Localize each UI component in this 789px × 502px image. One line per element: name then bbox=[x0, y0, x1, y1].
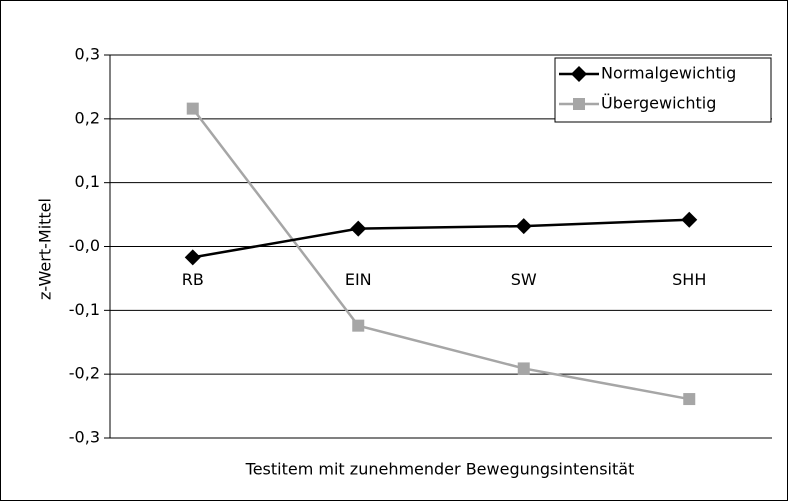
point bbox=[184, 249, 201, 266]
point bbox=[517, 362, 530, 375]
x-tick-label: EIN bbox=[345, 270, 372, 289]
point bbox=[681, 211, 698, 228]
point bbox=[350, 220, 367, 237]
y-tick-label: 0,3 bbox=[75, 45, 100, 64]
x-tick-label: SHH bbox=[672, 270, 706, 289]
legend-marker bbox=[571, 66, 587, 82]
y-axis-label: z-Wert-Mittel bbox=[36, 198, 55, 300]
x-axis-label: Testitem mit zunehmender Bewegungsintens… bbox=[245, 460, 635, 479]
series-line bbox=[191, 107, 690, 401]
legend-label: Übergewichtig bbox=[601, 94, 716, 113]
y-tick-label: 0,1 bbox=[75, 172, 100, 191]
y-tick-label: -0,1 bbox=[69, 300, 100, 319]
legend-box bbox=[554, 57, 772, 123]
point bbox=[352, 319, 365, 332]
y-tick-label: -0,2 bbox=[69, 364, 100, 383]
series-line bbox=[192, 218, 690, 259]
point bbox=[186, 102, 199, 115]
x-tick-label: RB bbox=[182, 270, 204, 289]
y-tick-label: -0,0 bbox=[69, 236, 100, 255]
x-tick-label: SW bbox=[511, 270, 537, 289]
legend-label: Normalgewichtig bbox=[601, 64, 736, 83]
y-tick-label: 0,2 bbox=[75, 108, 100, 127]
point bbox=[683, 393, 696, 406]
legend-marker bbox=[573, 98, 585, 110]
y-tick-label: -0,3 bbox=[69, 428, 100, 447]
point bbox=[515, 218, 532, 235]
